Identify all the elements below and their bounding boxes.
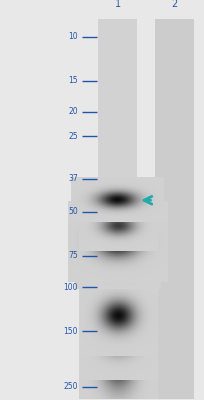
Text: 15: 15 [68,76,78,85]
Text: 250: 250 [63,382,78,392]
Text: 10: 10 [68,32,78,41]
Text: 37: 37 [68,174,78,184]
Text: 25: 25 [68,132,78,141]
Text: 150: 150 [63,327,78,336]
Text: 50: 50 [68,207,78,216]
Text: 100: 100 [63,283,78,292]
Text: 75: 75 [68,251,78,260]
Text: 2: 2 [171,0,177,9]
Bar [155,19,193,399]
Text: 1: 1 [114,0,120,9]
Text: 20: 20 [68,108,78,116]
Bar [98,19,136,399]
